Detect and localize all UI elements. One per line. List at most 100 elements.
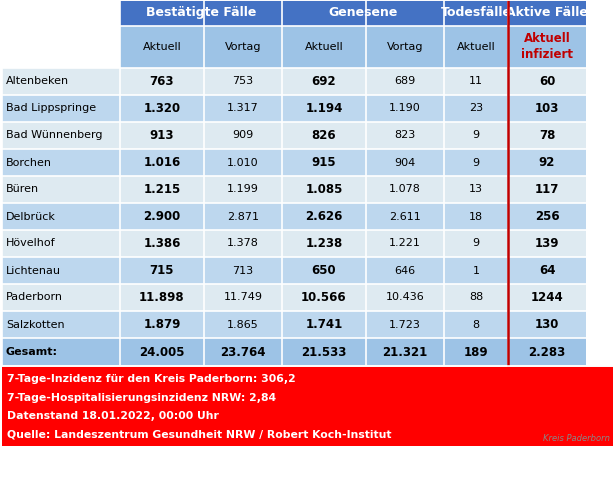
Bar bbox=[366, 176, 444, 203]
Bar bbox=[444, 122, 508, 149]
Text: 92: 92 bbox=[539, 156, 555, 169]
Text: 189: 189 bbox=[464, 345, 488, 359]
Bar bbox=[366, 95, 444, 122]
Bar bbox=[2, 0, 613, 366]
Bar bbox=[204, 26, 282, 68]
Text: Salzkotten: Salzkotten bbox=[6, 320, 65, 329]
Text: 139: 139 bbox=[535, 237, 559, 250]
Text: 21.533: 21.533 bbox=[301, 345, 347, 359]
Text: 1.386: 1.386 bbox=[143, 237, 181, 250]
Bar bbox=[444, 257, 508, 284]
Text: Bad Wünnenberg: Bad Wünnenberg bbox=[6, 130, 103, 140]
Bar bbox=[366, 338, 444, 366]
Text: 256: 256 bbox=[534, 210, 559, 223]
Bar bbox=[120, 26, 204, 68]
Bar bbox=[508, 257, 586, 284]
Text: 646: 646 bbox=[394, 265, 416, 276]
Text: 1.199: 1.199 bbox=[227, 184, 259, 195]
Text: 9: 9 bbox=[472, 130, 480, 140]
Text: Quelle: Landeszentrum Gesundheit NRW / Robert Koch-Institut: Quelle: Landeszentrum Gesundheit NRW / R… bbox=[7, 430, 392, 440]
Bar bbox=[508, 95, 586, 122]
Bar bbox=[282, 338, 366, 366]
Text: 904: 904 bbox=[394, 158, 416, 167]
Text: Aktuell: Aktuell bbox=[456, 42, 495, 52]
Text: 1.010: 1.010 bbox=[227, 158, 259, 167]
Text: 7-Tage-Inzidenz für den Kreis Paderborn: 306,2: 7-Tage-Inzidenz für den Kreis Paderborn:… bbox=[7, 374, 296, 384]
Text: 1.078: 1.078 bbox=[389, 184, 421, 195]
Bar bbox=[2, 230, 120, 257]
Text: 1.741: 1.741 bbox=[306, 318, 343, 331]
Bar bbox=[120, 0, 282, 26]
Bar bbox=[282, 122, 366, 149]
Text: 1.320: 1.320 bbox=[143, 102, 181, 115]
Bar bbox=[366, 68, 444, 95]
Text: Altenbeken: Altenbeken bbox=[6, 77, 69, 86]
Bar bbox=[2, 68, 120, 95]
Text: 9: 9 bbox=[472, 239, 480, 248]
Bar bbox=[444, 68, 508, 95]
Text: 826: 826 bbox=[312, 129, 336, 142]
Text: 1.016: 1.016 bbox=[143, 156, 181, 169]
Bar bbox=[366, 311, 444, 338]
Text: 1.194: 1.194 bbox=[305, 102, 343, 115]
Text: 1.378: 1.378 bbox=[227, 239, 259, 248]
Bar bbox=[120, 176, 204, 203]
Bar bbox=[120, 122, 204, 149]
Bar bbox=[444, 26, 508, 68]
Text: 915: 915 bbox=[312, 156, 336, 169]
Bar bbox=[2, 311, 120, 338]
Bar bbox=[120, 95, 204, 122]
Bar bbox=[2, 284, 120, 311]
Bar bbox=[444, 95, 508, 122]
Bar bbox=[2, 176, 120, 203]
Text: 60: 60 bbox=[539, 75, 555, 88]
Bar bbox=[120, 311, 204, 338]
Text: 2.626: 2.626 bbox=[305, 210, 343, 223]
Text: 1: 1 bbox=[472, 265, 480, 276]
Bar bbox=[120, 257, 204, 284]
Text: 913: 913 bbox=[149, 129, 174, 142]
Text: 1.865: 1.865 bbox=[227, 320, 259, 329]
Bar bbox=[2, 203, 120, 230]
Bar bbox=[120, 203, 204, 230]
Bar bbox=[444, 338, 508, 366]
Text: 103: 103 bbox=[535, 102, 559, 115]
Bar bbox=[282, 95, 366, 122]
Bar bbox=[120, 149, 204, 176]
Bar bbox=[444, 230, 508, 257]
Text: 689: 689 bbox=[394, 77, 416, 86]
Text: Aktuell
infiziert: Aktuell infiziert bbox=[521, 33, 573, 61]
Text: 1.238: 1.238 bbox=[306, 237, 343, 250]
Text: Gesamt:: Gesamt: bbox=[6, 347, 58, 357]
Bar bbox=[204, 122, 282, 149]
Bar bbox=[2, 95, 120, 122]
Text: 1.085: 1.085 bbox=[305, 183, 343, 196]
Text: 11.898: 11.898 bbox=[139, 291, 185, 304]
Text: 8: 8 bbox=[472, 320, 480, 329]
Text: 2.283: 2.283 bbox=[528, 345, 566, 359]
Text: 1.879: 1.879 bbox=[143, 318, 181, 331]
Bar bbox=[204, 149, 282, 176]
Text: 24.005: 24.005 bbox=[139, 345, 184, 359]
Bar bbox=[508, 203, 586, 230]
Text: 130: 130 bbox=[535, 318, 559, 331]
Bar bbox=[508, 338, 586, 366]
Bar bbox=[204, 230, 282, 257]
Text: 2.900: 2.900 bbox=[143, 210, 181, 223]
Text: 23.764: 23.764 bbox=[220, 345, 266, 359]
Bar bbox=[120, 68, 204, 95]
Bar bbox=[282, 203, 366, 230]
Text: 10.436: 10.436 bbox=[386, 292, 424, 302]
Text: 11.749: 11.749 bbox=[223, 292, 263, 302]
Text: 9: 9 bbox=[472, 158, 480, 167]
Bar bbox=[508, 26, 586, 68]
Text: 909: 909 bbox=[232, 130, 253, 140]
Text: Bad Lippspringe: Bad Lippspringe bbox=[6, 104, 96, 114]
Text: 1.190: 1.190 bbox=[389, 104, 421, 114]
Bar bbox=[282, 230, 366, 257]
Bar bbox=[204, 176, 282, 203]
Bar bbox=[508, 230, 586, 257]
Bar bbox=[2, 149, 120, 176]
Text: 2.871: 2.871 bbox=[227, 211, 259, 221]
Text: Lichtenau: Lichtenau bbox=[6, 265, 61, 276]
